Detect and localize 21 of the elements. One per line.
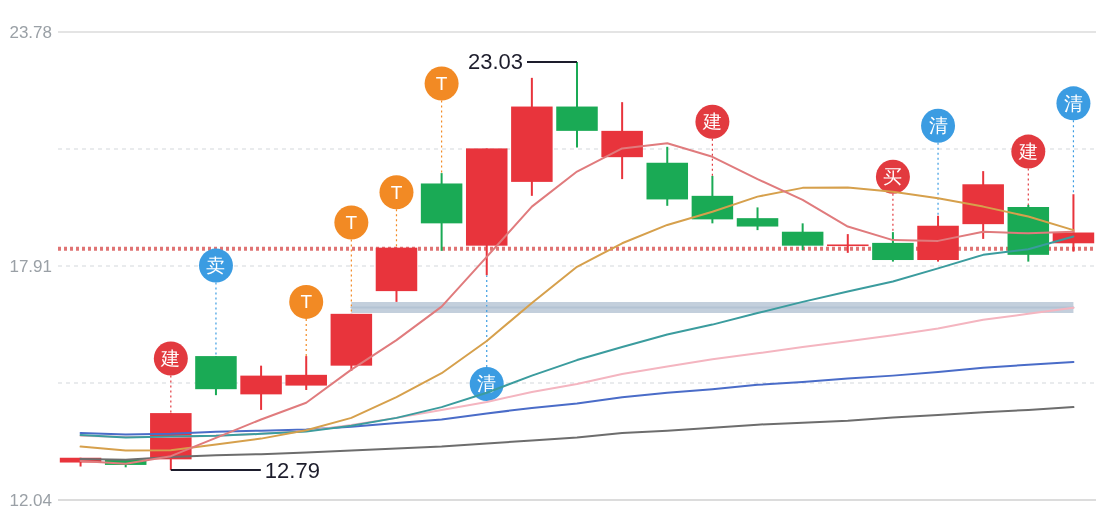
candlestick <box>827 233 869 254</box>
y-tick-label: 12.04 <box>9 490 52 510</box>
data-label: 清 <box>477 373 497 395</box>
data-label: T <box>390 181 403 203</box>
data-label: T <box>435 72 448 94</box>
line-series <box>79 235 1075 439</box>
y-tick-label: 17.91 <box>9 256 52 276</box>
data-label: T <box>345 212 358 234</box>
data-label: 清 <box>928 115 948 137</box>
annotation: 12.79 <box>264 457 320 483</box>
line-series <box>79 406 1075 461</box>
data-label: 清 <box>1063 92 1083 114</box>
annotation: 23.03 <box>467 49 523 75</box>
data-label: 建 <box>1017 141 1038 163</box>
y-tick-label: 23.78 <box>9 22 52 42</box>
data-label: 建 <box>701 111 722 133</box>
data-label: 卖 <box>206 255 226 277</box>
line-series <box>79 186 1075 452</box>
data-label: 建 <box>160 347 181 369</box>
data-label: T <box>300 291 313 313</box>
data-label: 买 <box>883 166 903 188</box>
